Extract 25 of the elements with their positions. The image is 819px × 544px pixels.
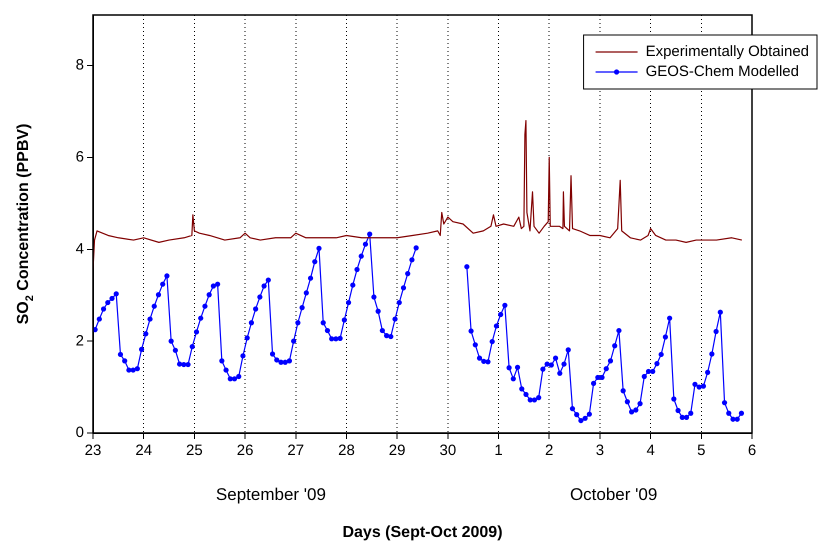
text: September '09 [216,485,326,504]
x-tick-label: 25 [186,442,203,460]
x-tick-label: 30 [440,442,456,460]
y-tick-label: 0 [76,424,84,442]
x-axis-title: Days (Sept-Oct 2009) [342,524,503,541]
x-tick-label: 3 [596,442,604,460]
y-tick-label: 8 [76,56,84,74]
x-tick-label: 1 [494,442,503,460]
y-tick-label: 2 [76,332,84,350]
x-tick-label: 4 [646,442,655,460]
x-tick-label: 23 [84,442,102,460]
x-tick-label: 5 [697,442,706,460]
y-tick-label: 4 [76,240,84,258]
x-tick-label: 6 [748,442,756,460]
x-tick-label: 2 [545,442,554,460]
legend-label: Experimentally Obtained [646,43,810,60]
x-tick-label: 24 [135,442,152,460]
x-tick-label: 26 [236,442,254,460]
y-tick-label: 6 [76,148,84,166]
y-axis-title: SO2 Concentration (PPBV) [15,124,36,324]
x-tick-label: 29 [388,442,406,460]
text: October '09 [570,485,658,504]
legend-label: GEOS-Chem Modelled [646,63,799,80]
x-tick-label: 27 [287,442,304,460]
x-tick-label: 28 [338,442,355,460]
